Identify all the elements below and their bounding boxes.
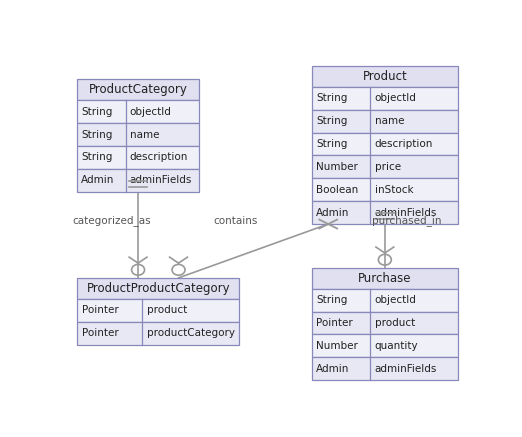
Text: Purchase: Purchase	[358, 272, 411, 285]
Text: inStock: inStock	[375, 185, 413, 195]
Text: String: String	[316, 116, 348, 126]
Text: Number: Number	[316, 162, 358, 172]
Bar	[312, 66, 458, 87]
Text: description: description	[375, 139, 433, 149]
Text: name: name	[129, 129, 159, 139]
Text: Boolean: Boolean	[316, 185, 359, 195]
Bar	[77, 80, 199, 100]
Bar	[312, 357, 458, 380]
Text: name: name	[375, 116, 404, 126]
Bar	[312, 268, 458, 289]
Text: ProductProductCategory: ProductProductCategory	[87, 282, 230, 295]
Bar	[312, 334, 458, 357]
Text: adminFields: adminFields	[375, 208, 437, 218]
Text: String: String	[81, 153, 112, 163]
Text: adminFields: adminFields	[375, 364, 437, 374]
Text: Admin: Admin	[316, 364, 350, 374]
Text: Pointer: Pointer	[82, 305, 119, 315]
Bar	[77, 123, 199, 146]
Text: objectId: objectId	[375, 295, 417, 305]
Text: Pointer: Pointer	[82, 328, 119, 338]
Text: quantity: quantity	[375, 341, 418, 351]
Bar	[312, 312, 458, 334]
Text: Pointer: Pointer	[316, 318, 353, 328]
Text: product: product	[147, 305, 187, 315]
Text: Number: Number	[316, 341, 358, 351]
Bar	[312, 178, 458, 201]
Text: objectId: objectId	[375, 93, 417, 103]
Bar	[77, 299, 239, 322]
Text: String: String	[316, 93, 348, 103]
Bar	[77, 100, 199, 123]
Text: ProductCategory: ProductCategory	[89, 83, 187, 96]
Text: contains: contains	[213, 216, 257, 225]
Text: Product: Product	[362, 70, 407, 83]
Text: String: String	[316, 139, 348, 149]
Text: String: String	[81, 129, 112, 139]
Bar	[312, 201, 458, 224]
Text: product: product	[375, 318, 415, 328]
Bar	[312, 87, 458, 110]
Bar	[312, 289, 458, 312]
Text: price: price	[375, 162, 401, 172]
Text: purchased_in: purchased_in	[372, 215, 442, 226]
Bar	[77, 322, 239, 344]
Bar	[77, 169, 199, 192]
Bar	[312, 110, 458, 132]
Text: String: String	[316, 295, 348, 305]
Bar	[312, 132, 458, 156]
Bar	[312, 156, 458, 178]
Text: Admin: Admin	[316, 208, 350, 218]
Text: String: String	[81, 107, 112, 117]
Text: adminFields: adminFields	[129, 175, 192, 185]
Bar	[77, 278, 239, 299]
Text: Admin: Admin	[81, 175, 114, 185]
Text: objectId: objectId	[129, 107, 171, 117]
Text: categorized_as: categorized_as	[73, 215, 151, 226]
Bar	[77, 146, 199, 169]
Text: productCategory: productCategory	[147, 328, 235, 338]
Text: description: description	[129, 153, 188, 163]
